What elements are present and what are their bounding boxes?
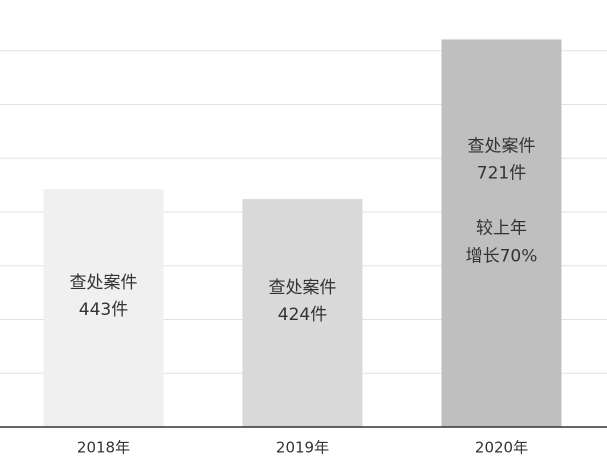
bar [43, 188, 164, 427]
bar [242, 199, 363, 427]
bar-caption: 查处案件 [468, 136, 536, 156]
bar [441, 39, 562, 428]
value-label: 721件 [477, 163, 526, 183]
annotation: 较上年 [476, 218, 527, 238]
x-tick-label: 2020年 [475, 439, 528, 457]
bar-caption: 查处案件 [269, 278, 337, 298]
value-label: 443件 [79, 300, 128, 320]
x-tick-label: 2019年 [276, 439, 329, 457]
value-label: 424件 [278, 305, 327, 325]
x-tick-label: 2018年 [77, 439, 130, 457]
annotation: 增长70% [466, 246, 538, 266]
bar-caption: 查处案件 [70, 273, 138, 293]
